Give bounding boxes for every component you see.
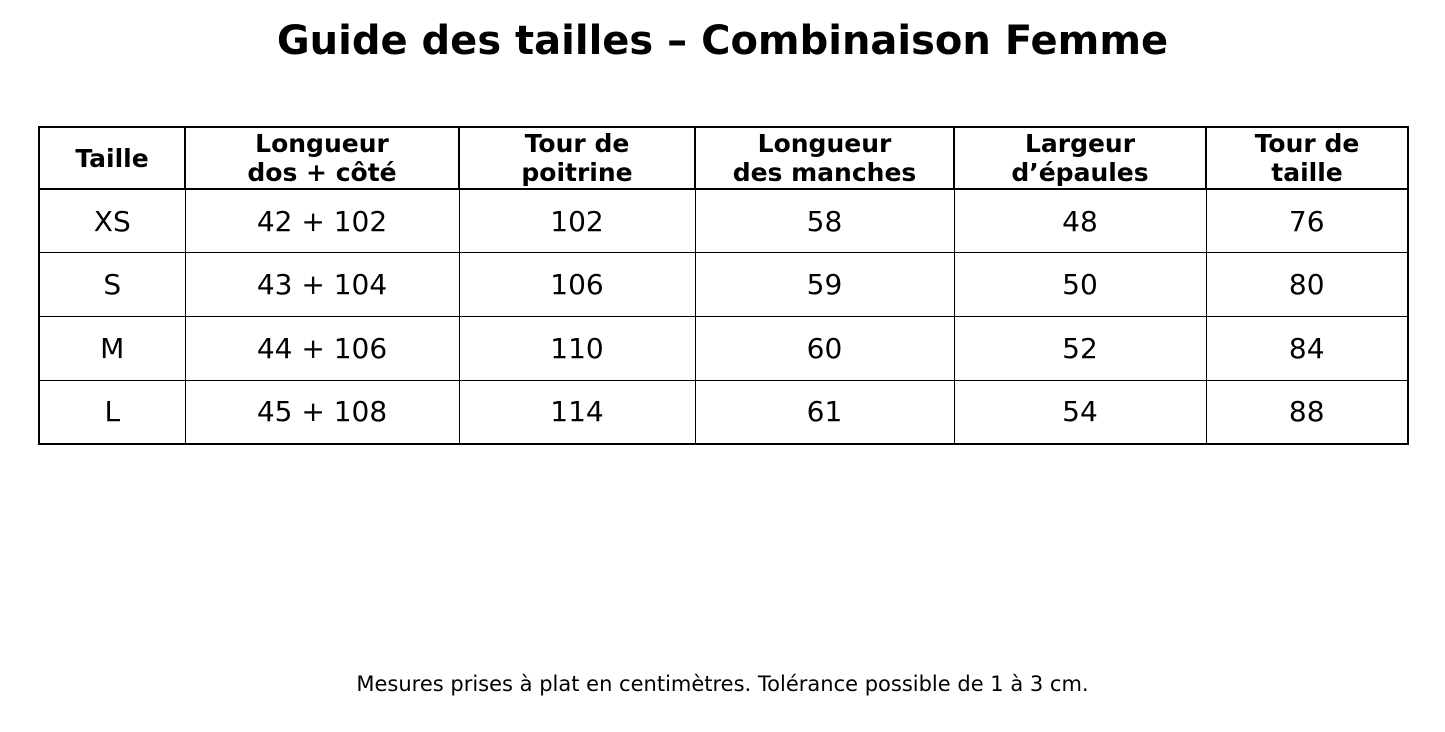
column-header-line: d’épaules [1011,158,1149,187]
measurement-cell: 110 [458,315,696,381]
measurement-cell: 58 [694,188,955,254]
column-header-line: poitrine [521,158,633,187]
table-row: M 44 + 106 110 60 52 84 [38,315,1409,381]
measurement-cell: 48 [953,188,1207,254]
measurement-cell: 80 [1205,252,1409,317]
column-header-longueur-des-manches: Longueur des manches [694,126,955,190]
measurement-cell: 59 [694,252,955,317]
column-header-line: Taille [75,143,149,173]
table-row: S 43 + 104 106 59 50 80 [38,252,1409,317]
column-header-line: Longueur [757,129,892,158]
size-guide-table: Taille Longueur dos + côté Tour de poitrine L… [38,126,1409,445]
column-header-line: dos + côté [247,158,397,187]
column-header-tour-de-poitrine: Tour de poitrine [458,126,696,190]
page-title: Guide des tailles – Combinaison Femme [276,18,1169,64]
measurement-cell: 76 [1205,188,1409,254]
table-body: XS 42 + 102 102 58 48 76 S 43 + 104 106 59 50 80 M 44… [38,188,1409,445]
table-row: XS 42 + 102 102 58 48 76 [38,188,1409,254]
measurement-cell: 114 [458,379,696,445]
measurement-cell: 44 + 106 [184,315,460,381]
size-cell: L [38,379,186,445]
column-header-line: Longueur [255,129,389,158]
column-header-line: des manches [732,158,917,187]
measurement-cell: 43 + 104 [184,252,460,317]
measurement-cell: 45 + 108 [184,379,460,445]
column-header-line: Largeur [1024,129,1136,158]
measurement-cell: 54 [953,379,1207,445]
column-header-taille: Taille [38,126,186,190]
column-header-largeur-epaules: Largeur d’épaules [953,126,1207,190]
measurement-cell: 84 [1205,315,1409,381]
measurement-cell: 61 [694,379,955,445]
footnote-text: Mesures prises à plat en centimètres. To… [356,672,1089,696]
measurement-cell: 88 [1205,379,1409,445]
column-header-longueur-dos-cote: Longueur dos + côté [184,126,460,190]
table-row: L 45 + 108 114 61 54 88 [38,379,1409,445]
measurement-cell: 102 [458,188,696,254]
size-cell: XS [38,188,186,254]
header-row: Taille Longueur dos + côté Tour de poitrine L… [38,126,1409,190]
measurement-cell: 42 + 102 [184,188,460,254]
table-header: Taille Longueur dos + côté Tour de poitrine L… [38,126,1409,190]
measurement-cell: 60 [694,315,955,381]
measurement-cell: 106 [458,252,696,317]
column-header-line: Tour de [1254,129,1360,158]
size-cell: S [38,252,186,317]
column-header-tour-de-taille: Tour de taille [1205,126,1409,190]
measurement-cell: 50 [953,252,1207,317]
column-header-line: taille [1271,158,1343,187]
column-header-line: Tour de [524,129,630,158]
size-cell: M [38,315,186,381]
measurement-cell: 52 [953,315,1207,381]
